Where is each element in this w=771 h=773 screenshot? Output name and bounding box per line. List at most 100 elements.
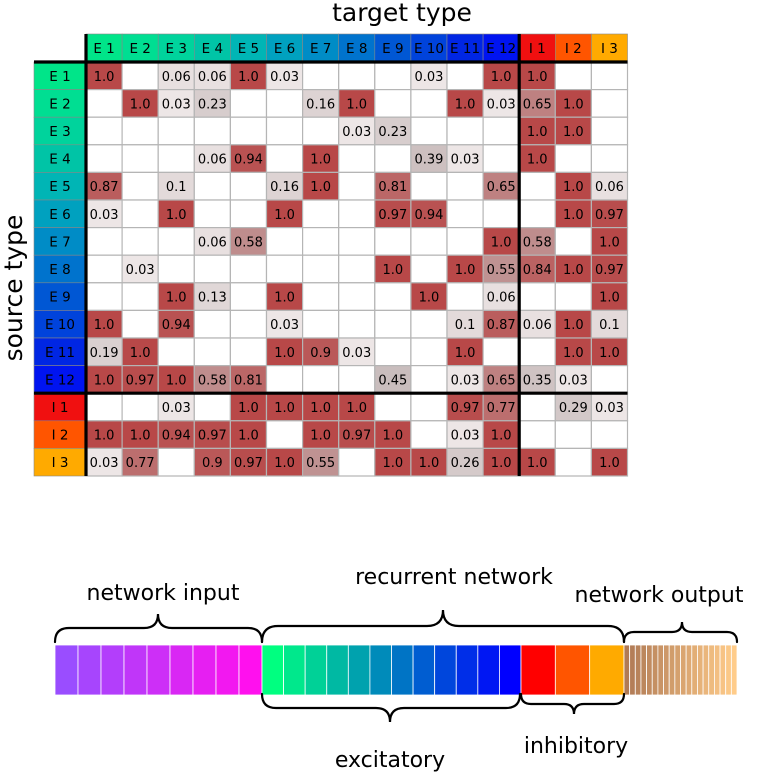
source-header-label: E 12 xyxy=(45,372,75,388)
matrix-cell xyxy=(554,282,592,311)
output-neuron xyxy=(623,644,631,696)
matrix-cell xyxy=(229,144,268,174)
matrix-cell xyxy=(590,365,629,394)
target-header-label: E 7 xyxy=(310,41,331,57)
matrix-cell xyxy=(374,365,412,394)
matrix-cell xyxy=(302,171,340,201)
matrix-cell xyxy=(302,144,340,174)
cell-value: 1.0 xyxy=(527,70,548,85)
matrix-cell xyxy=(157,282,195,311)
source-header-cell xyxy=(33,61,87,90)
excitatory-neuron xyxy=(283,644,306,696)
cell-value: 1.0 xyxy=(94,373,115,388)
matrix-cell xyxy=(193,199,232,229)
matrix-cell xyxy=(265,282,304,311)
target-header-label: E 10 xyxy=(414,41,444,57)
matrix-cell xyxy=(85,88,123,118)
matrix-cell xyxy=(193,420,232,449)
matrix-cell xyxy=(121,309,159,339)
matrix-cell xyxy=(410,420,448,449)
matrix-cell xyxy=(554,447,592,477)
matrix-cell xyxy=(229,447,268,477)
matrix-cell xyxy=(590,88,629,118)
cell-value: 1.0 xyxy=(563,318,584,333)
source-header-cell xyxy=(33,254,87,284)
cell-value: 1.0 xyxy=(94,429,115,444)
cell-value: 1.0 xyxy=(563,346,584,361)
matrix-dividers xyxy=(34,34,628,476)
cell-value: 0.13 xyxy=(198,291,227,306)
matrix-cell xyxy=(265,420,304,449)
matrix-cell xyxy=(482,144,520,174)
target-header-label: E 6 xyxy=(274,41,295,57)
output-neuron xyxy=(685,644,693,696)
cell-value: 0.87 xyxy=(487,318,516,333)
matrix-cell xyxy=(265,144,304,174)
matrix-cell xyxy=(338,392,376,422)
matrix-cell xyxy=(265,116,304,146)
cell-value: 0.58 xyxy=(198,373,227,388)
matrix-cell xyxy=(446,199,484,229)
matrix-cell xyxy=(446,282,484,311)
cell-value: 0.97 xyxy=(342,429,371,444)
matrix-cell xyxy=(229,227,268,256)
cell-value: 0.16 xyxy=(306,97,335,112)
cell-value: 1.0 xyxy=(130,429,151,444)
source-header-cell xyxy=(33,172,87,201)
output-neuron xyxy=(640,644,648,696)
input-neuron xyxy=(192,644,217,696)
matrix-cell xyxy=(193,337,232,367)
matrix-cell xyxy=(446,227,484,256)
cell-value: 0.06 xyxy=(487,291,516,306)
matrix-cell xyxy=(193,365,232,394)
target-header-label: E 3 xyxy=(166,41,187,57)
cell-value: 1.0 xyxy=(419,291,440,306)
matrix-cell xyxy=(85,254,123,284)
input-neuron xyxy=(169,644,194,696)
excitatory-neuron xyxy=(477,644,500,696)
matrix-cell xyxy=(302,254,340,284)
output-neuron xyxy=(657,644,664,696)
matrix-cell xyxy=(121,447,159,477)
matrix-cell xyxy=(446,392,484,422)
cell-value: 0.16 xyxy=(270,180,299,195)
source-header-label: E 5 xyxy=(49,179,70,195)
target-header-label: I 2 xyxy=(565,41,582,57)
output-neuron xyxy=(702,644,710,696)
matrix-cell xyxy=(121,199,159,229)
matrix-cell xyxy=(338,365,376,394)
matrix-cell xyxy=(157,337,195,367)
target-header-label: E 1 xyxy=(93,41,114,57)
matrix-cell xyxy=(410,61,448,91)
matrix-cell xyxy=(265,254,304,284)
cell-value: 1.0 xyxy=(527,456,548,471)
cell-value: 1.0 xyxy=(274,208,295,223)
matrix-cell xyxy=(518,392,556,422)
matrix-cell xyxy=(482,116,520,146)
target-header-label: E 4 xyxy=(202,41,223,57)
matrix-cell xyxy=(265,88,304,118)
source-header-label: E 7 xyxy=(49,234,70,250)
excitatory-neuron xyxy=(304,644,328,696)
target-header-label: E 8 xyxy=(346,41,367,57)
target-header-cell xyxy=(85,33,123,63)
cell-value: 1.0 xyxy=(491,70,512,85)
cell-value: 0.03 xyxy=(595,401,624,416)
output-neuron xyxy=(651,644,659,696)
matrix-cell xyxy=(229,88,268,118)
cell-value: 0.23 xyxy=(198,97,227,112)
input-neuron xyxy=(146,644,171,696)
input-neuron xyxy=(123,644,148,696)
recurrent-network-label: recurrent network xyxy=(355,565,553,590)
input-neuron xyxy=(238,644,263,696)
excitatory-neuron xyxy=(434,644,457,696)
matrix-cell xyxy=(590,282,629,311)
matrix-cell xyxy=(410,171,448,201)
cell-value: 1.0 xyxy=(274,346,295,361)
cell-value: 1.0 xyxy=(455,97,476,112)
source-header-cell xyxy=(33,227,87,256)
network-output-label: network output xyxy=(575,583,744,608)
cell-value: 0.77 xyxy=(487,401,516,416)
cell-value: 0.03 xyxy=(451,429,480,444)
